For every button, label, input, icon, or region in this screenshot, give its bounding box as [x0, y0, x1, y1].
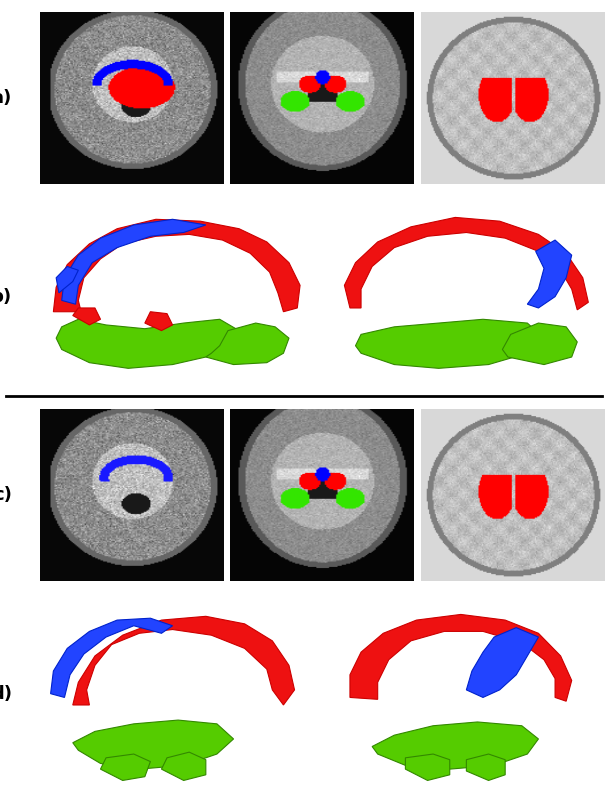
Polygon shape [145, 312, 173, 330]
Polygon shape [356, 319, 544, 368]
Polygon shape [406, 754, 450, 781]
Polygon shape [502, 323, 577, 365]
Polygon shape [527, 240, 572, 308]
Text: c): c) [0, 486, 12, 504]
Polygon shape [73, 616, 294, 705]
Polygon shape [350, 614, 572, 702]
Polygon shape [466, 628, 539, 698]
Polygon shape [466, 754, 505, 781]
Text: b): b) [0, 288, 12, 306]
Polygon shape [73, 720, 233, 769]
Polygon shape [73, 308, 100, 325]
Polygon shape [56, 319, 239, 368]
Polygon shape [54, 219, 300, 312]
Text: d): d) [0, 685, 12, 702]
Polygon shape [50, 618, 173, 698]
Polygon shape [61, 219, 206, 304]
Text: a): a) [0, 89, 12, 107]
Polygon shape [372, 722, 539, 769]
Polygon shape [206, 323, 289, 365]
Polygon shape [56, 266, 78, 293]
Polygon shape [344, 218, 589, 310]
Polygon shape [162, 752, 206, 781]
Polygon shape [100, 754, 150, 781]
